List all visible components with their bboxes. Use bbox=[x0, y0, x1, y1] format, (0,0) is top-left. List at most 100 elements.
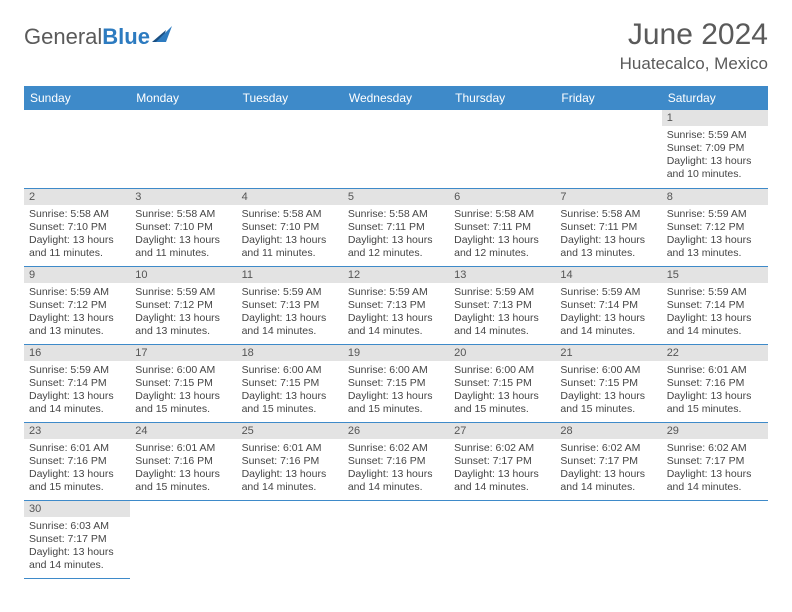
weekday-header: Wednesday bbox=[343, 86, 449, 110]
day-cell: 24Sunrise: 6:01 AMSunset: 7:16 PMDayligh… bbox=[130, 422, 236, 500]
flag-icon bbox=[152, 26, 174, 44]
daylight-line: Daylight: 13 hours and 15 minutes. bbox=[29, 468, 125, 494]
day-body: Sunrise: 5:59 AMSunset: 7:12 PMDaylight:… bbox=[130, 283, 236, 341]
day-body: Sunrise: 5:59 AMSunset: 7:14 PMDaylight:… bbox=[24, 361, 130, 419]
day-body: Sunrise: 6:01 AMSunset: 7:16 PMDaylight:… bbox=[130, 439, 236, 497]
weekday-header: Tuesday bbox=[237, 86, 343, 110]
day-number: 4 bbox=[237, 189, 343, 205]
sunset-line: Sunset: 7:15 PM bbox=[560, 377, 656, 390]
sunset-line: Sunset: 7:13 PM bbox=[242, 299, 338, 312]
sunrise-line: Sunrise: 5:59 AM bbox=[454, 286, 550, 299]
day-cell: 26Sunrise: 6:02 AMSunset: 7:16 PMDayligh… bbox=[343, 422, 449, 500]
day-body: Sunrise: 6:02 AMSunset: 7:16 PMDaylight:… bbox=[343, 439, 449, 497]
sunrise-line: Sunrise: 5:59 AM bbox=[667, 129, 763, 142]
day-body: Sunrise: 6:00 AMSunset: 7:15 PMDaylight:… bbox=[449, 361, 555, 419]
weekday-header: Sunday bbox=[24, 86, 130, 110]
day-cell: 17Sunrise: 6:00 AMSunset: 7:15 PMDayligh… bbox=[130, 344, 236, 422]
sunset-line: Sunset: 7:17 PM bbox=[667, 455, 763, 468]
weekday-header: Thursday bbox=[449, 86, 555, 110]
sunrise-line: Sunrise: 5:59 AM bbox=[560, 286, 656, 299]
sunset-line: Sunset: 7:09 PM bbox=[667, 142, 763, 155]
day-number: 24 bbox=[130, 423, 236, 439]
daylight-line: Daylight: 13 hours and 14 minutes. bbox=[242, 468, 338, 494]
day-body: Sunrise: 6:00 AMSunset: 7:15 PMDaylight:… bbox=[237, 361, 343, 419]
empty-cell bbox=[449, 500, 555, 578]
sunrise-line: Sunrise: 5:59 AM bbox=[667, 208, 763, 221]
sunset-line: Sunset: 7:11 PM bbox=[560, 221, 656, 234]
daylight-line: Daylight: 13 hours and 14 minutes. bbox=[242, 312, 338, 338]
day-number: 17 bbox=[130, 345, 236, 361]
daylight-line: Daylight: 13 hours and 14 minutes. bbox=[29, 546, 125, 572]
sunrise-line: Sunrise: 5:58 AM bbox=[560, 208, 656, 221]
day-cell: 9Sunrise: 5:59 AMSunset: 7:12 PMDaylight… bbox=[24, 266, 130, 344]
day-number: 9 bbox=[24, 267, 130, 283]
sunset-line: Sunset: 7:12 PM bbox=[667, 221, 763, 234]
sunset-line: Sunset: 7:11 PM bbox=[348, 221, 444, 234]
daylight-line: Daylight: 13 hours and 14 minutes. bbox=[667, 468, 763, 494]
calendar-header: SundayMondayTuesdayWednesdayThursdayFrid… bbox=[24, 86, 768, 110]
calendar-row: 16Sunrise: 5:59 AMSunset: 7:14 PMDayligh… bbox=[24, 344, 768, 422]
daylight-line: Daylight: 13 hours and 15 minutes. bbox=[242, 390, 338, 416]
day-cell: 1Sunrise: 5:59 AMSunset: 7:09 PMDaylight… bbox=[662, 110, 768, 188]
day-body: Sunrise: 5:59 AMSunset: 7:13 PMDaylight:… bbox=[343, 283, 449, 341]
month-title: June 2024 bbox=[620, 18, 768, 52]
day-cell: 16Sunrise: 5:59 AMSunset: 7:14 PMDayligh… bbox=[24, 344, 130, 422]
weekday-header: Saturday bbox=[662, 86, 768, 110]
sunset-line: Sunset: 7:16 PM bbox=[242, 455, 338, 468]
day-number: 23 bbox=[24, 423, 130, 439]
empty-cell bbox=[555, 500, 661, 578]
daylight-line: Daylight: 13 hours and 13 minutes. bbox=[29, 312, 125, 338]
daylight-line: Daylight: 13 hours and 15 minutes. bbox=[348, 390, 444, 416]
day-number: 14 bbox=[555, 267, 661, 283]
sunset-line: Sunset: 7:13 PM bbox=[348, 299, 444, 312]
sunrise-line: Sunrise: 6:01 AM bbox=[29, 442, 125, 455]
daylight-line: Daylight: 13 hours and 14 minutes. bbox=[667, 312, 763, 338]
day-body: Sunrise: 6:01 AMSunset: 7:16 PMDaylight:… bbox=[662, 361, 768, 419]
daylight-line: Daylight: 13 hours and 13 minutes. bbox=[667, 234, 763, 260]
daylight-line: Daylight: 13 hours and 14 minutes. bbox=[560, 468, 656, 494]
sunrise-line: Sunrise: 6:03 AM bbox=[29, 520, 125, 533]
sunrise-line: Sunrise: 6:01 AM bbox=[242, 442, 338, 455]
sunset-line: Sunset: 7:12 PM bbox=[29, 299, 125, 312]
day-number: 1 bbox=[662, 110, 768, 126]
day-body: Sunrise: 5:58 AMSunset: 7:11 PMDaylight:… bbox=[555, 205, 661, 263]
sunset-line: Sunset: 7:10 PM bbox=[135, 221, 231, 234]
day-cell: 18Sunrise: 6:00 AMSunset: 7:15 PMDayligh… bbox=[237, 344, 343, 422]
day-number: 27 bbox=[449, 423, 555, 439]
sunset-line: Sunset: 7:16 PM bbox=[135, 455, 231, 468]
empty-cell bbox=[130, 110, 236, 188]
sunset-line: Sunset: 7:13 PM bbox=[454, 299, 550, 312]
calendar-row: 30Sunrise: 6:03 AMSunset: 7:17 PMDayligh… bbox=[24, 500, 768, 578]
daylight-line: Daylight: 13 hours and 13 minutes. bbox=[135, 312, 231, 338]
sunrise-line: Sunrise: 5:58 AM bbox=[454, 208, 550, 221]
daylight-line: Daylight: 13 hours and 14 minutes. bbox=[454, 468, 550, 494]
daylight-line: Daylight: 13 hours and 14 minutes. bbox=[29, 390, 125, 416]
day-body: Sunrise: 6:02 AMSunset: 7:17 PMDaylight:… bbox=[449, 439, 555, 497]
daylight-line: Daylight: 13 hours and 10 minutes. bbox=[667, 155, 763, 181]
daylight-line: Daylight: 13 hours and 15 minutes. bbox=[135, 468, 231, 494]
weekday-header: Friday bbox=[555, 86, 661, 110]
day-body: Sunrise: 6:00 AMSunset: 7:15 PMDaylight:… bbox=[343, 361, 449, 419]
calendar-row: 2Sunrise: 5:58 AMSunset: 7:10 PMDaylight… bbox=[24, 188, 768, 266]
daylight-line: Daylight: 13 hours and 14 minutes. bbox=[348, 312, 444, 338]
day-number: 6 bbox=[449, 189, 555, 205]
sunrise-line: Sunrise: 6:02 AM bbox=[560, 442, 656, 455]
sunrise-line: Sunrise: 6:00 AM bbox=[242, 364, 338, 377]
calendar-table: SundayMondayTuesdayWednesdayThursdayFrid… bbox=[24, 86, 768, 579]
day-body: Sunrise: 6:01 AMSunset: 7:16 PMDaylight:… bbox=[24, 439, 130, 497]
sunrise-line: Sunrise: 5:58 AM bbox=[135, 208, 231, 221]
sunrise-line: Sunrise: 6:01 AM bbox=[135, 442, 231, 455]
sunset-line: Sunset: 7:16 PM bbox=[29, 455, 125, 468]
sunset-line: Sunset: 7:15 PM bbox=[135, 377, 231, 390]
day-number: 2 bbox=[24, 189, 130, 205]
day-cell: 10Sunrise: 5:59 AMSunset: 7:12 PMDayligh… bbox=[130, 266, 236, 344]
brand-logo: GeneralBlue bbox=[24, 24, 174, 50]
empty-cell bbox=[662, 500, 768, 578]
daylight-line: Daylight: 13 hours and 11 minutes. bbox=[135, 234, 231, 260]
day-number: 30 bbox=[24, 501, 130, 517]
day-body: Sunrise: 5:58 AMSunset: 7:11 PMDaylight:… bbox=[449, 205, 555, 263]
day-cell: 21Sunrise: 6:00 AMSunset: 7:15 PMDayligh… bbox=[555, 344, 661, 422]
empty-cell bbox=[555, 110, 661, 188]
sunset-line: Sunset: 7:12 PM bbox=[135, 299, 231, 312]
day-body: Sunrise: 5:59 AMSunset: 7:09 PMDaylight:… bbox=[662, 126, 768, 184]
